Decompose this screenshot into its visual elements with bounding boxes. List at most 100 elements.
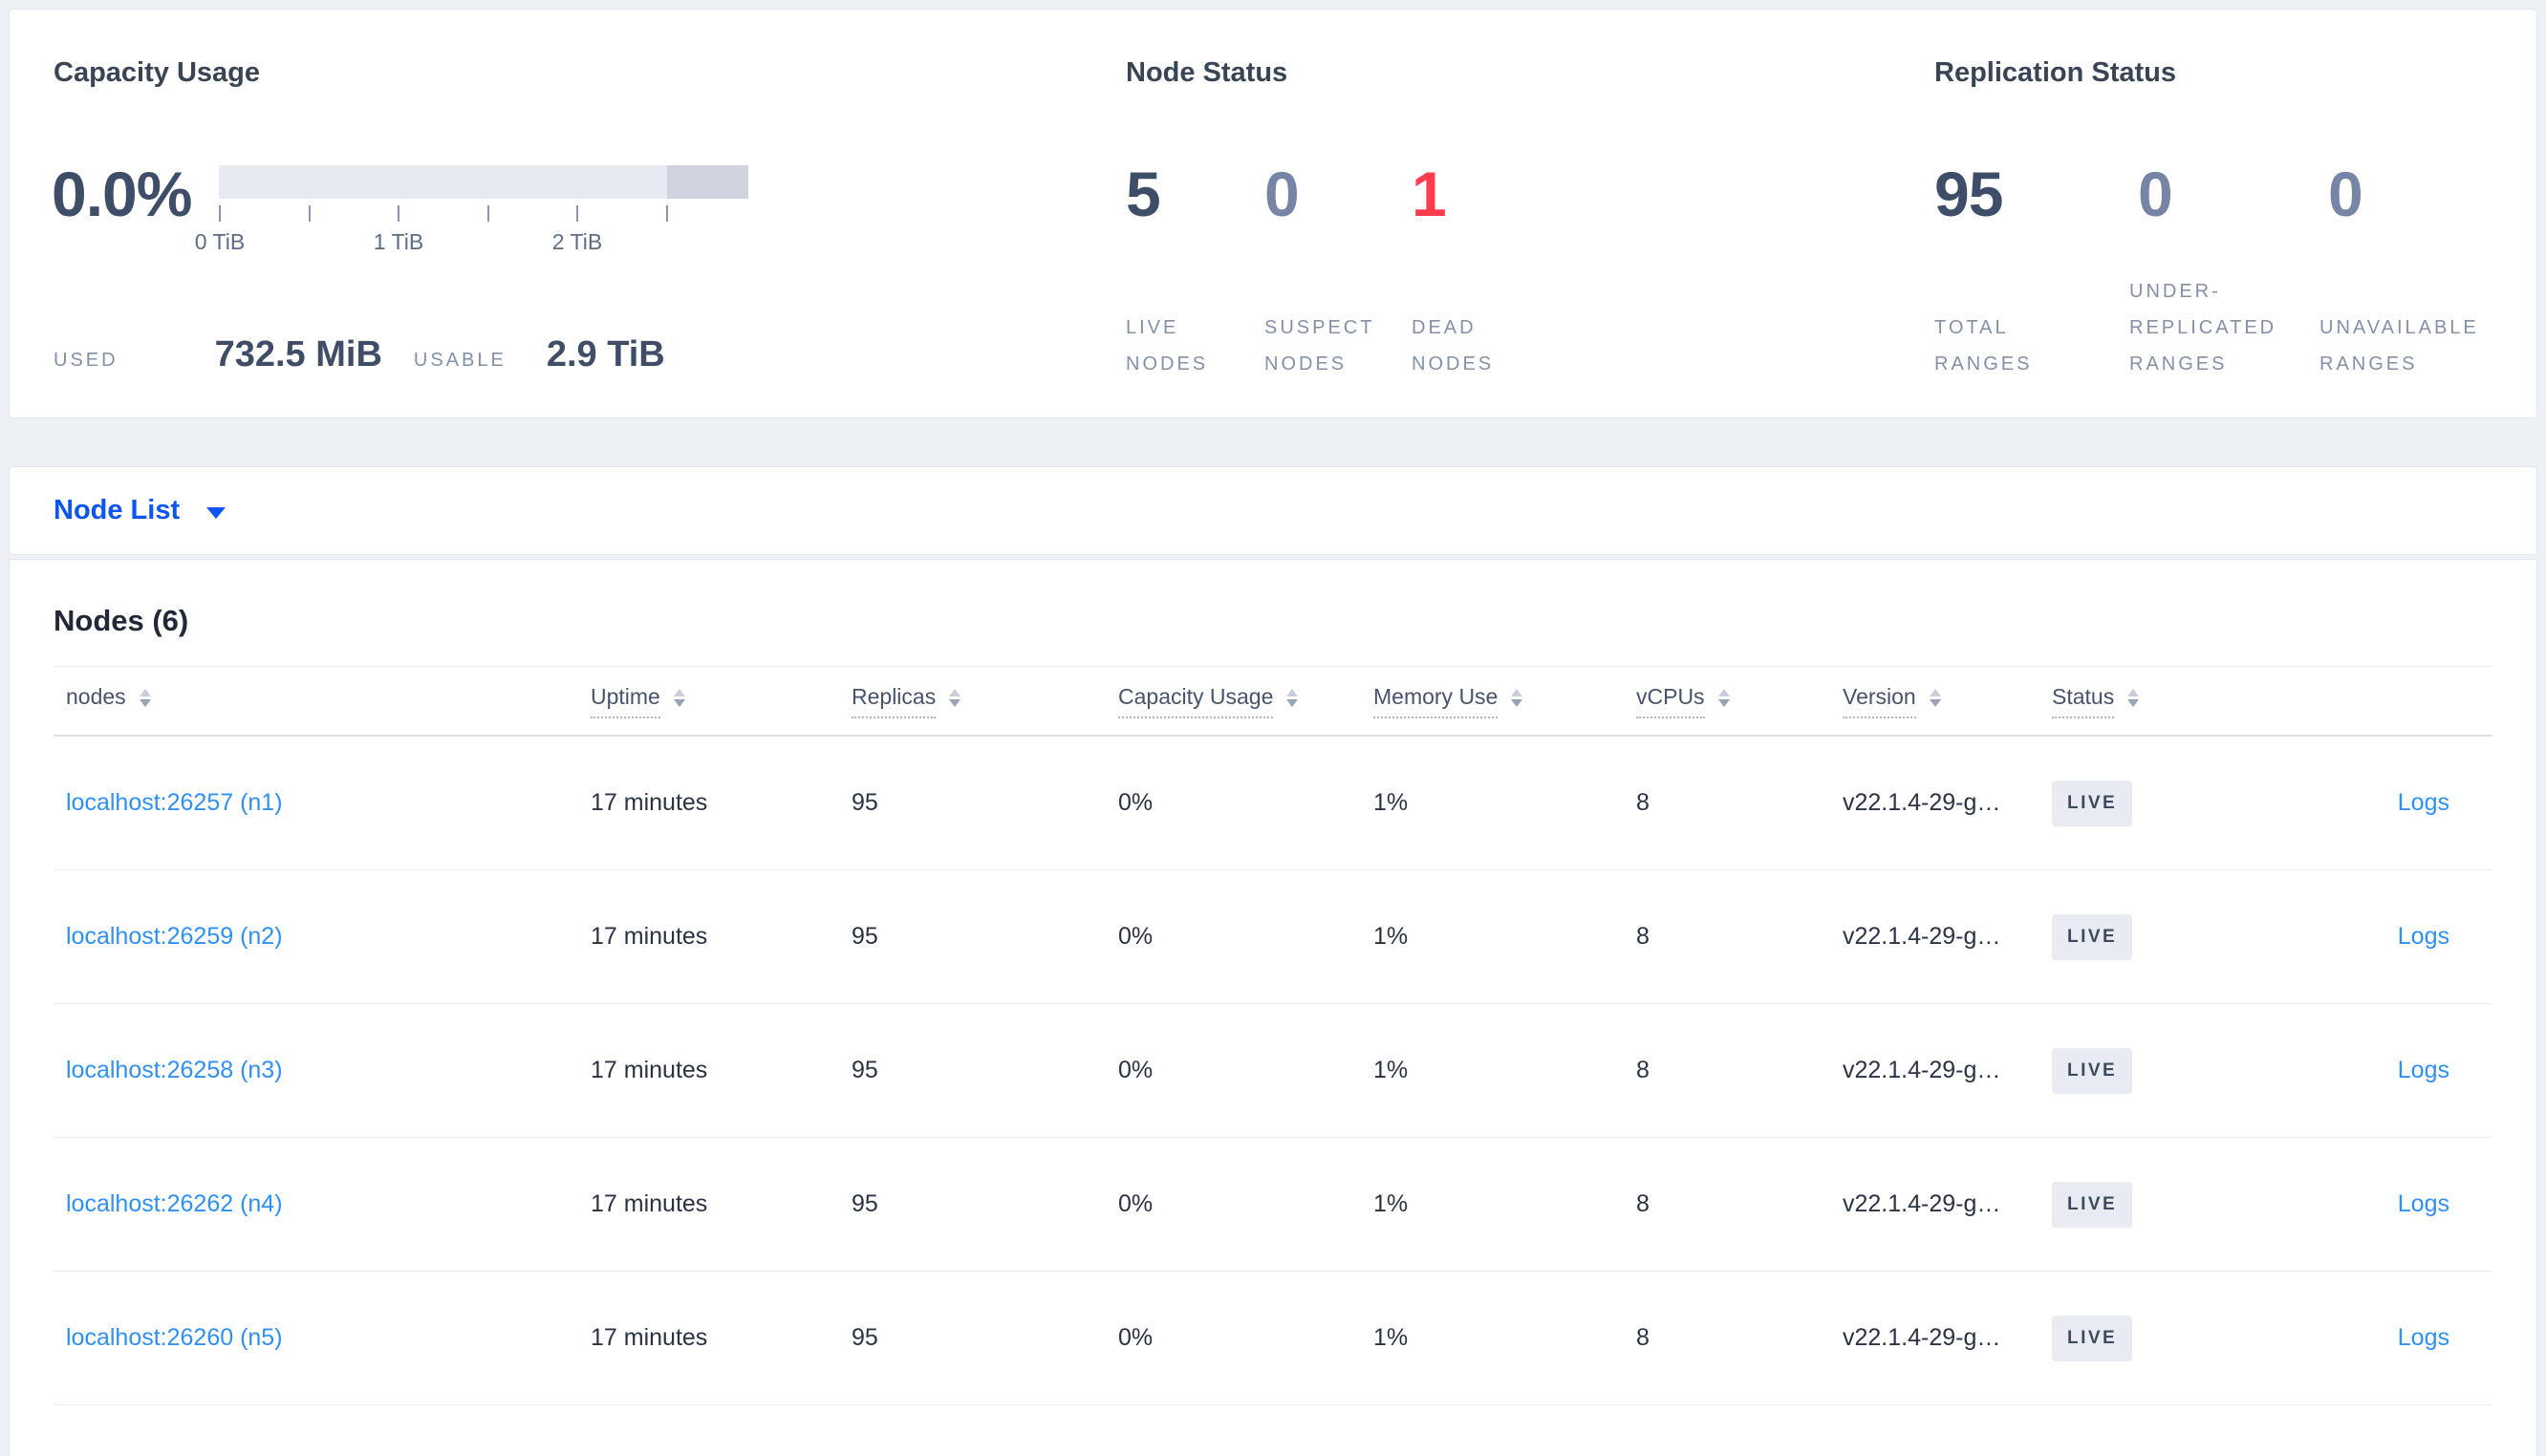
vcpus-cell: 8 xyxy=(1636,923,1650,950)
capacity-usage-cell: 0% xyxy=(1118,1324,1154,1351)
column-header-version[interactable]: Version xyxy=(1843,684,1941,718)
total-ranges-stat: 95 TOTAL RANGES xyxy=(1934,161,2097,382)
replicas-cell: 95 xyxy=(852,1190,878,1217)
sort-icon[interactable] xyxy=(949,689,961,707)
column-header-memory-use[interactable]: Memory Use xyxy=(1373,684,1523,718)
table-row: localhost:26260 (n5) 17 minutes 95 0% 1%… xyxy=(54,1272,2492,1405)
version-cell: v22.1.4-29-g… xyxy=(1843,923,2001,950)
column-header-uptime[interactable]: Uptime xyxy=(591,684,685,718)
logs-link[interactable]: Logs xyxy=(2397,789,2449,816)
gauge-tick xyxy=(576,205,578,222)
sort-icon[interactable] xyxy=(1929,689,1941,707)
under-replicated-ranges-stat: 0 UNDER-REPLICATED RANGES xyxy=(2129,161,2313,382)
gauge-tick xyxy=(666,205,668,222)
vcpus-cell: 8 xyxy=(1636,1324,1650,1351)
capacity-used-value: 732.5 MiB xyxy=(214,334,382,375)
table-row: localhost:26262 (n4) 17 minutes 95 0% 1%… xyxy=(54,1138,2492,1272)
version-cell: v22.1.4-29-g… xyxy=(1843,1190,2001,1217)
dead-nodes-label: DEAD NODES xyxy=(1412,317,1495,375)
node-link[interactable]: localhost:26257 (n1) xyxy=(66,789,283,816)
memory-use-cell: 1% xyxy=(1373,789,1409,816)
node-link[interactable]: localhost:26262 (n4) xyxy=(66,1190,283,1217)
uptime-cell: 17 minutes xyxy=(591,1324,708,1351)
column-header-vcpus[interactable]: vCPUs xyxy=(1636,684,1730,718)
nodes-table-title: Nodes (6) xyxy=(54,604,189,637)
total-ranges-value: 95 xyxy=(1934,159,2003,229)
unavailable-ranges-label: UNAVAILABLE RANGES xyxy=(2319,317,2479,375)
memory-use-cell: 1% xyxy=(1373,923,1409,950)
logs-link[interactable]: Logs xyxy=(2397,1190,2449,1217)
node-link[interactable]: localhost:26259 (n2) xyxy=(66,923,283,950)
sort-icon[interactable] xyxy=(1717,689,1730,707)
title-divider xyxy=(54,666,2492,667)
node-link[interactable]: localhost:26260 (n5) xyxy=(66,1324,283,1351)
column-header-nodes[interactable]: nodes xyxy=(66,684,151,718)
sort-icon[interactable] xyxy=(1511,689,1523,707)
dead-nodes-value: 1 xyxy=(1412,159,1447,229)
logs-link[interactable]: Logs xyxy=(2397,923,2449,950)
status-badge: LIVE xyxy=(2052,1181,2133,1228)
uptime-cell: 17 minutes xyxy=(591,789,708,816)
version-cell: v22.1.4-29-g… xyxy=(1843,1057,2001,1083)
memory-use-cell: 1% xyxy=(1373,1057,1409,1083)
chevron-down-icon xyxy=(206,506,227,519)
capacity-used-percent: 0.0% xyxy=(52,159,192,229)
status-badge: LIVE xyxy=(2052,1047,2133,1094)
status-badge: LIVE xyxy=(2052,780,2133,826)
replicas-cell: 95 xyxy=(852,789,878,816)
unavailable-ranges-value: 0 xyxy=(2328,159,2363,229)
gauge-tick-label: 1 TiB xyxy=(373,229,424,254)
capacity-usage-cell: 0% xyxy=(1118,789,1154,816)
gauge-tick xyxy=(219,205,221,222)
dead-nodes-stat: 1 DEAD NODES xyxy=(1412,161,1553,382)
live-nodes-value: 5 xyxy=(1126,159,1161,229)
table-header-row: nodes Uptime Replicas Capacity Usage Mem… xyxy=(54,667,2492,737)
node-list-dropdown[interactable]: Node List xyxy=(54,495,227,526)
gauge-tick xyxy=(487,205,489,222)
gauge-tick xyxy=(309,205,311,222)
status-badge: LIVE xyxy=(2052,913,2133,960)
view-selector-bar: Node List xyxy=(9,466,2537,555)
status-badge: LIVE xyxy=(2052,1315,2133,1361)
column-header-status[interactable]: Status xyxy=(2052,684,2140,718)
gauge-tick xyxy=(398,205,399,222)
sort-icon[interactable] xyxy=(1286,689,1299,707)
version-cell: v22.1.4-29-g… xyxy=(1843,1324,2001,1351)
uptime-cell: 17 minutes xyxy=(591,1190,708,1217)
capacity-gauge-tail-segment xyxy=(667,165,748,199)
under-replicated-ranges-label: UNDER-REPLICATED RANGES xyxy=(2129,281,2277,375)
node-status-title: Node Status xyxy=(1126,57,1288,88)
cluster-summary-card: Capacity Usage 0.0% 0 TiB 1 TiB 2 TiB US… xyxy=(9,9,2537,418)
node-link[interactable]: localhost:26258 (n3) xyxy=(66,1057,283,1083)
suspect-nodes-value: 0 xyxy=(1264,159,1300,229)
capacity-usage-cell: 0% xyxy=(1118,1190,1154,1217)
memory-use-cell: 1% xyxy=(1373,1324,1409,1351)
replicas-cell: 95 xyxy=(852,1057,878,1083)
capacity-gauge-bar xyxy=(219,165,748,199)
table-row: localhost:26259 (n2) 17 minutes 95 0% 1%… xyxy=(54,870,2492,1004)
vcpus-cell: 8 xyxy=(1636,789,1650,816)
unavailable-ranges-stat: 0 UNAVAILABLE RANGES xyxy=(2319,161,2520,382)
capacity-used-label: USED xyxy=(54,350,119,371)
suspect-nodes-stat: 0 SUSPECT NODES xyxy=(1264,161,1406,382)
capacity-usage-cell: 0% xyxy=(1118,923,1154,950)
table-row: localhost:26258 (n3) 17 minutes 95 0% 1%… xyxy=(54,1004,2492,1138)
gauge-tick-label: 0 TiB xyxy=(194,229,246,254)
column-header-replicas[interactable]: Replicas xyxy=(852,684,961,718)
uptime-cell: 17 minutes xyxy=(591,1057,708,1083)
replication-status-title: Replication Status xyxy=(1934,57,2176,88)
node-list-dropdown-label: Node List xyxy=(54,495,181,525)
nodes-table-card: Nodes (6) nodes Uptime Replicas Capacity… xyxy=(9,559,2537,1456)
table-row: localhost:26257 (n1) 17 minutes 95 0% 1%… xyxy=(54,737,2492,870)
sort-icon[interactable] xyxy=(2127,689,2140,707)
vcpus-cell: 8 xyxy=(1636,1057,1650,1083)
logs-link[interactable]: Logs xyxy=(2397,1324,2449,1351)
live-nodes-label: LIVE NODES xyxy=(1126,317,1209,375)
sort-icon[interactable] xyxy=(673,689,685,707)
column-header-capacity-usage[interactable]: Capacity Usage xyxy=(1118,684,1299,718)
suspect-nodes-label: SUSPECT NODES xyxy=(1264,317,1375,375)
memory-use-cell: 1% xyxy=(1373,1190,1409,1217)
vcpus-cell: 8 xyxy=(1636,1190,1650,1217)
logs-link[interactable]: Logs xyxy=(2397,1057,2449,1083)
sort-icon[interactable] xyxy=(139,689,151,707)
